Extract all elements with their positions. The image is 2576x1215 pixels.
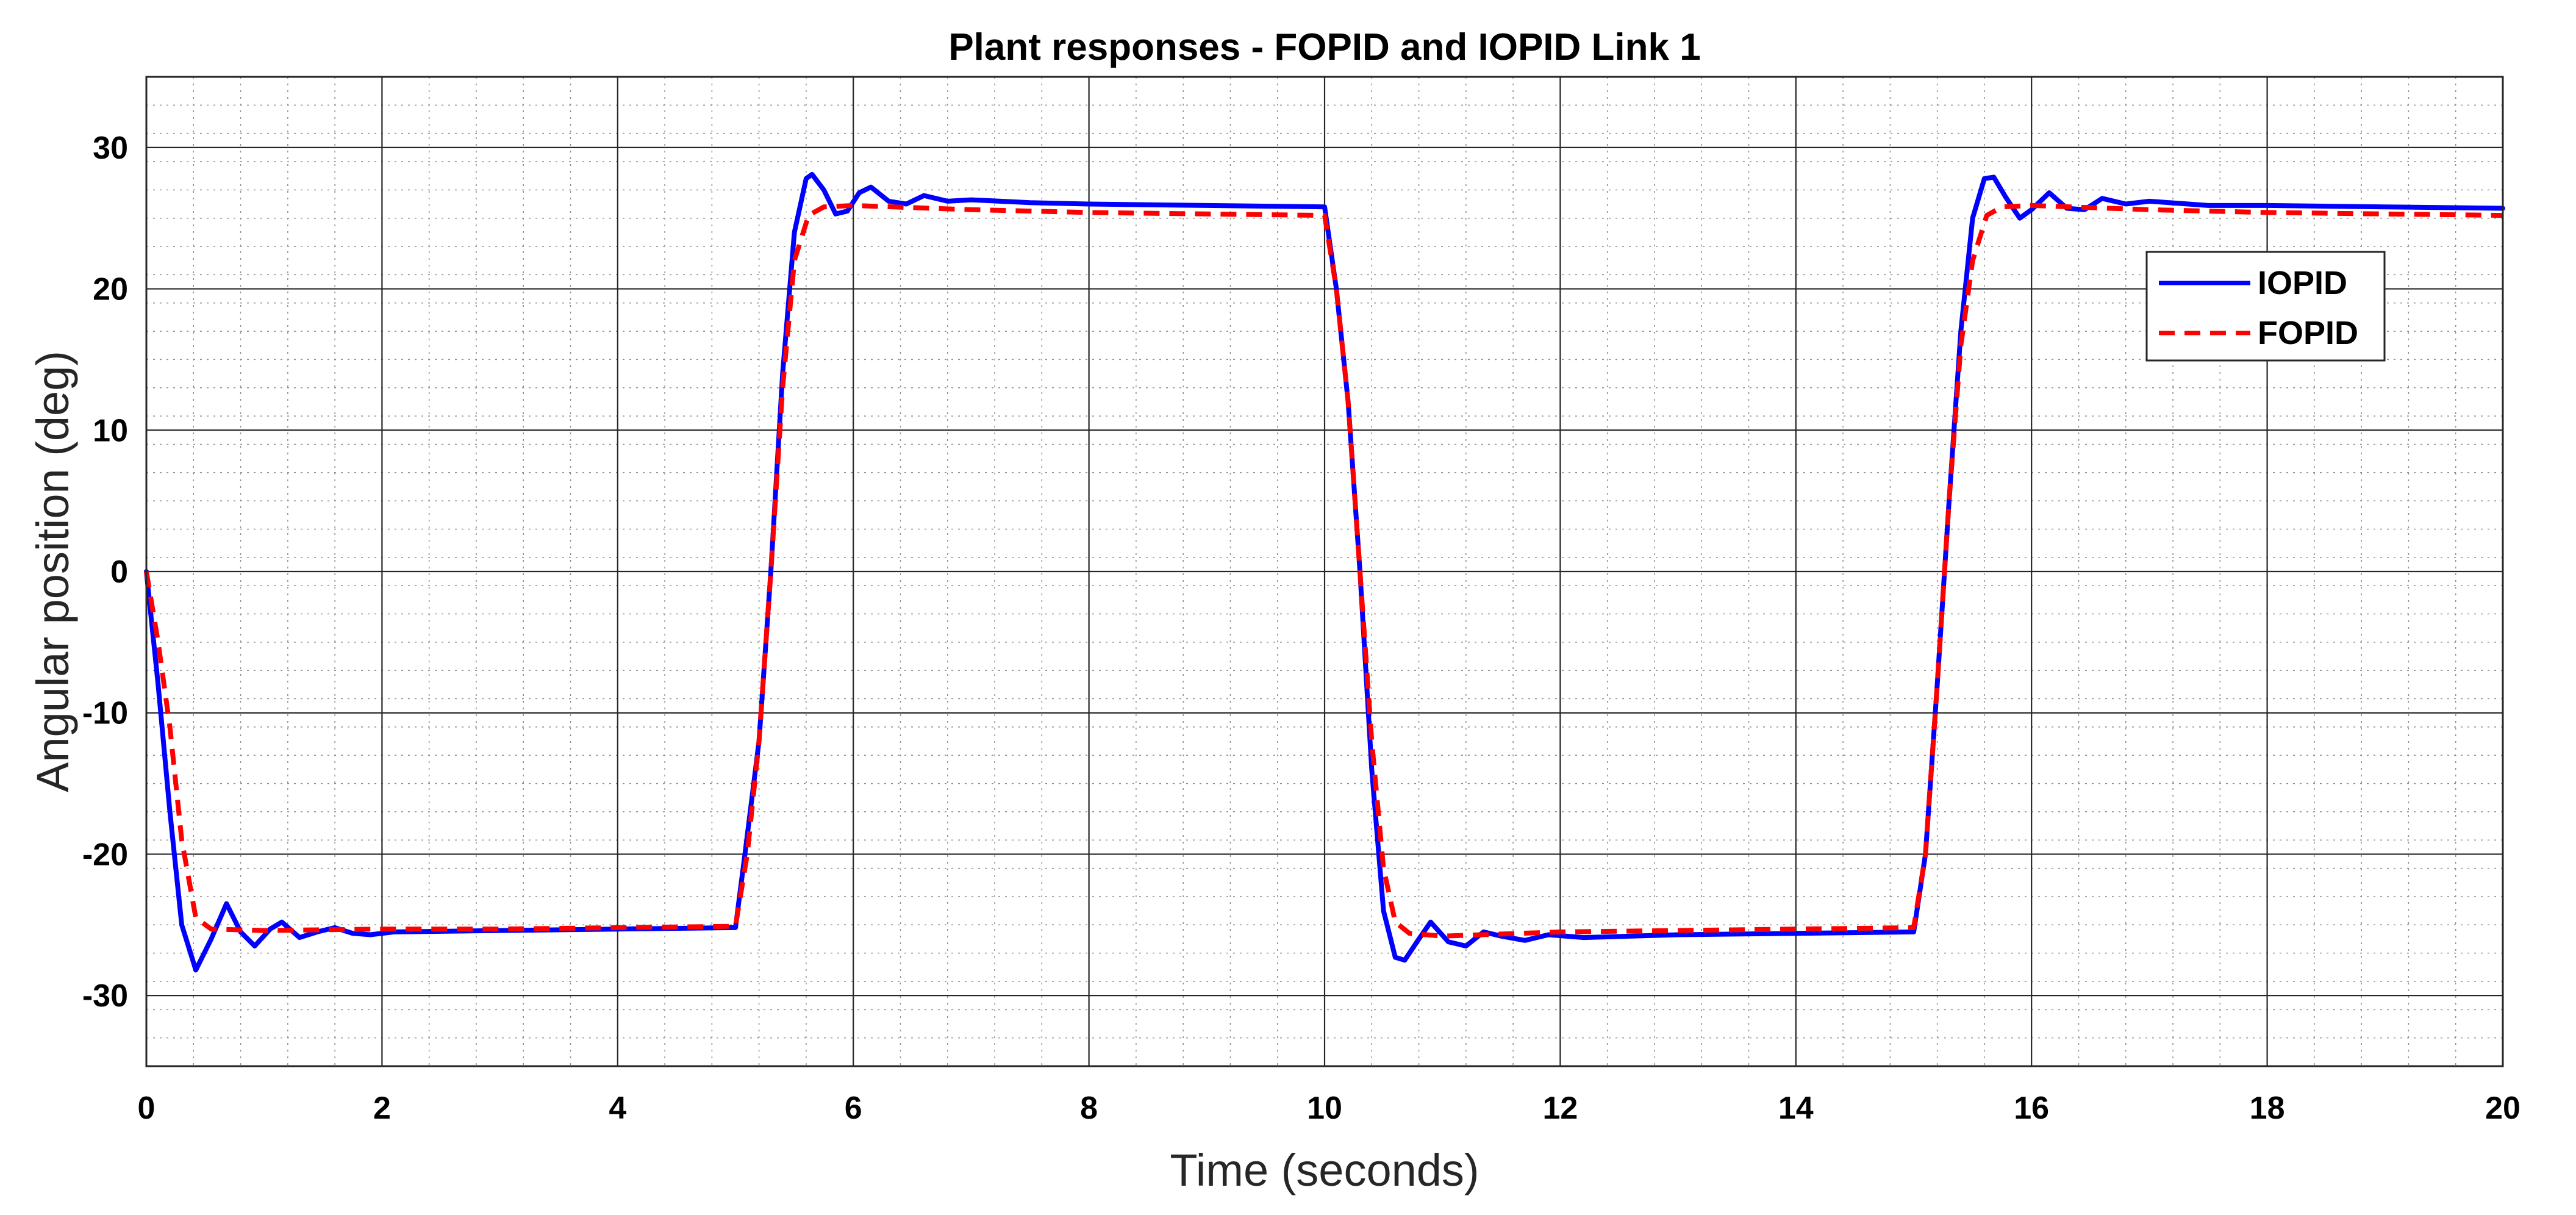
major-grid — [145, 77, 2504, 1066]
legend: IOPID FOPID — [2145, 251, 2386, 362]
y-tick-label: 10 — [93, 413, 128, 448]
x-tick-label: 2 — [373, 1091, 391, 1126]
y-tick-label: 30 — [93, 131, 128, 166]
x-tick-label: 14 — [1778, 1091, 1814, 1126]
chart-title: Plant responses - FOPID and IOPID Link 1 — [948, 26, 1700, 68]
legend-box — [2145, 251, 2386, 362]
x-tick-label: 20 — [2485, 1091, 2521, 1126]
y-tick-label: 0 — [110, 554, 128, 590]
x-tick-label: 16 — [2014, 1091, 2049, 1126]
y-tick-label: -20 — [82, 837, 128, 872]
x-tick-label: 0 — [138, 1091, 156, 1126]
y-tick-label: 20 — [93, 272, 128, 307]
x-tick-labels: 0 2 4 6 8 10 12 14 16 18 20 — [138, 1091, 2521, 1126]
y-axis-label: Angular position (deg) — [27, 351, 78, 792]
x-tick-label: 12 — [1542, 1091, 1578, 1126]
x-tick-label: 6 — [845, 1091, 862, 1126]
x-axis-label: Time (seconds) — [1170, 1145, 1479, 1195]
series-layer — [144, 171, 2505, 973]
legend-label-iopid: IOPID — [2258, 265, 2347, 301]
y-tick-label: -10 — [82, 696, 128, 731]
y-tick-label: -30 — [82, 978, 128, 1014]
legend-label-fopid: FOPID — [2258, 315, 2358, 351]
plot-frame — [145, 76, 2504, 1067]
x-tick-label: 10 — [1307, 1091, 1342, 1126]
x-tick-label: 18 — [2250, 1091, 2285, 1126]
series-line-fopid — [144, 202, 2503, 939]
x-tick-label: 4 — [609, 1091, 626, 1126]
x-tick-label: 8 — [1080, 1091, 1098, 1126]
y-tick-labels: -30 -20 -10 0 10 20 30 — [82, 131, 128, 1014]
